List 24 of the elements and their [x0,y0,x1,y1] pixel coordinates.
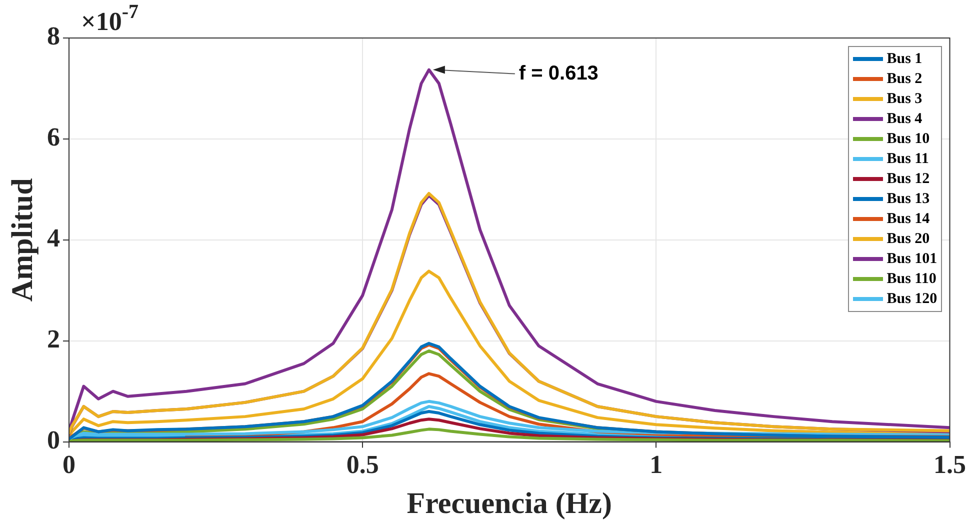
legend-label: Bus 2 [886,70,922,89]
x-tick-label: 1 [650,450,663,480]
y-tick-label: 2 [47,324,60,354]
legend-label: Bus 110 [886,270,936,289]
legend-label: Bus 4 [886,110,922,129]
legend-label: Bus 101 [886,250,938,269]
y-tick-label: 6 [47,122,60,152]
y-axis-title: Amplitud [6,178,39,302]
legend-label: Bus 12 [886,170,930,189]
x-tick-label: 1.5 [934,450,966,480]
legend-label: Bus 20 [886,230,930,249]
y-tick-label: 4 [47,224,60,253]
annotation: f = 0.613 [518,62,598,84]
x-axis-title: Frecuencia (Hz) [406,486,612,520]
legend-label: Bus 13 [886,190,930,209]
legend-label: Bus 14 [886,210,930,229]
legend-label: Bus 3 [886,90,922,109]
legend-label: Bus 11 [886,150,929,169]
y-tick-label: 8 [47,22,60,51]
legend-label: Bus 1 [886,50,922,69]
x-tick-label: 0.5 [346,450,379,480]
y-tick-label: 0 [47,426,60,455]
legend-label: Bus 120 [886,290,938,309]
legend-label: Bus 10 [886,130,930,149]
